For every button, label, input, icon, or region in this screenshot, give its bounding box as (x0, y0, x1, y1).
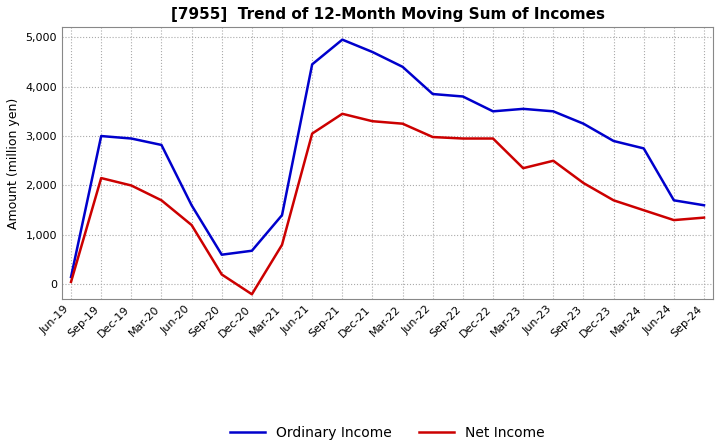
Legend: Ordinary Income, Net Income: Ordinary Income, Net Income (225, 420, 551, 440)
Net Income (67, 279, 76, 285)
Title: [7955]  Trend of 12-Month Moving Sum of Incomes: [7955] Trend of 12-Month Moving Sum of I… (171, 7, 605, 22)
Ordinary Income (67, 274, 76, 279)
Net Income (368, 118, 377, 124)
Ordinary Income (127, 136, 135, 141)
Ordinary Income (639, 146, 648, 151)
Net Income (428, 134, 437, 139)
Net Income (549, 158, 557, 163)
Ordinary Income (308, 62, 317, 67)
Ordinary Income (338, 37, 346, 42)
Net Income (459, 136, 467, 141)
Net Income (609, 198, 618, 203)
Y-axis label: Amount (million yen): Amount (million yen) (7, 98, 20, 229)
Ordinary Income (519, 106, 528, 111)
Net Income (97, 176, 106, 181)
Ordinary Income (428, 92, 437, 97)
Ordinary Income (579, 121, 588, 126)
Net Income (338, 111, 346, 117)
Net Income (217, 272, 226, 277)
Net Income (127, 183, 135, 188)
Net Income (308, 131, 317, 136)
Line: Net Income: Net Income (71, 114, 704, 294)
Ordinary Income (489, 109, 498, 114)
Ordinary Income (248, 248, 256, 253)
Ordinary Income (368, 49, 377, 55)
Ordinary Income (97, 133, 106, 139)
Net Income (489, 136, 498, 141)
Net Income (398, 121, 407, 126)
Ordinary Income (670, 198, 678, 203)
Net Income (579, 180, 588, 186)
Ordinary Income (398, 64, 407, 70)
Net Income (248, 292, 256, 297)
Line: Ordinary Income: Ordinary Income (71, 40, 704, 277)
Ordinary Income (187, 203, 196, 208)
Ordinary Income (217, 252, 226, 257)
Ordinary Income (549, 109, 557, 114)
Ordinary Income (459, 94, 467, 99)
Net Income (670, 217, 678, 223)
Net Income (519, 165, 528, 171)
Net Income (187, 222, 196, 227)
Net Income (639, 208, 648, 213)
Net Income (700, 215, 708, 220)
Net Income (278, 242, 287, 247)
Ordinary Income (157, 142, 166, 147)
Ordinary Income (700, 203, 708, 208)
Net Income (157, 198, 166, 203)
Ordinary Income (278, 213, 287, 218)
Ordinary Income (609, 138, 618, 143)
